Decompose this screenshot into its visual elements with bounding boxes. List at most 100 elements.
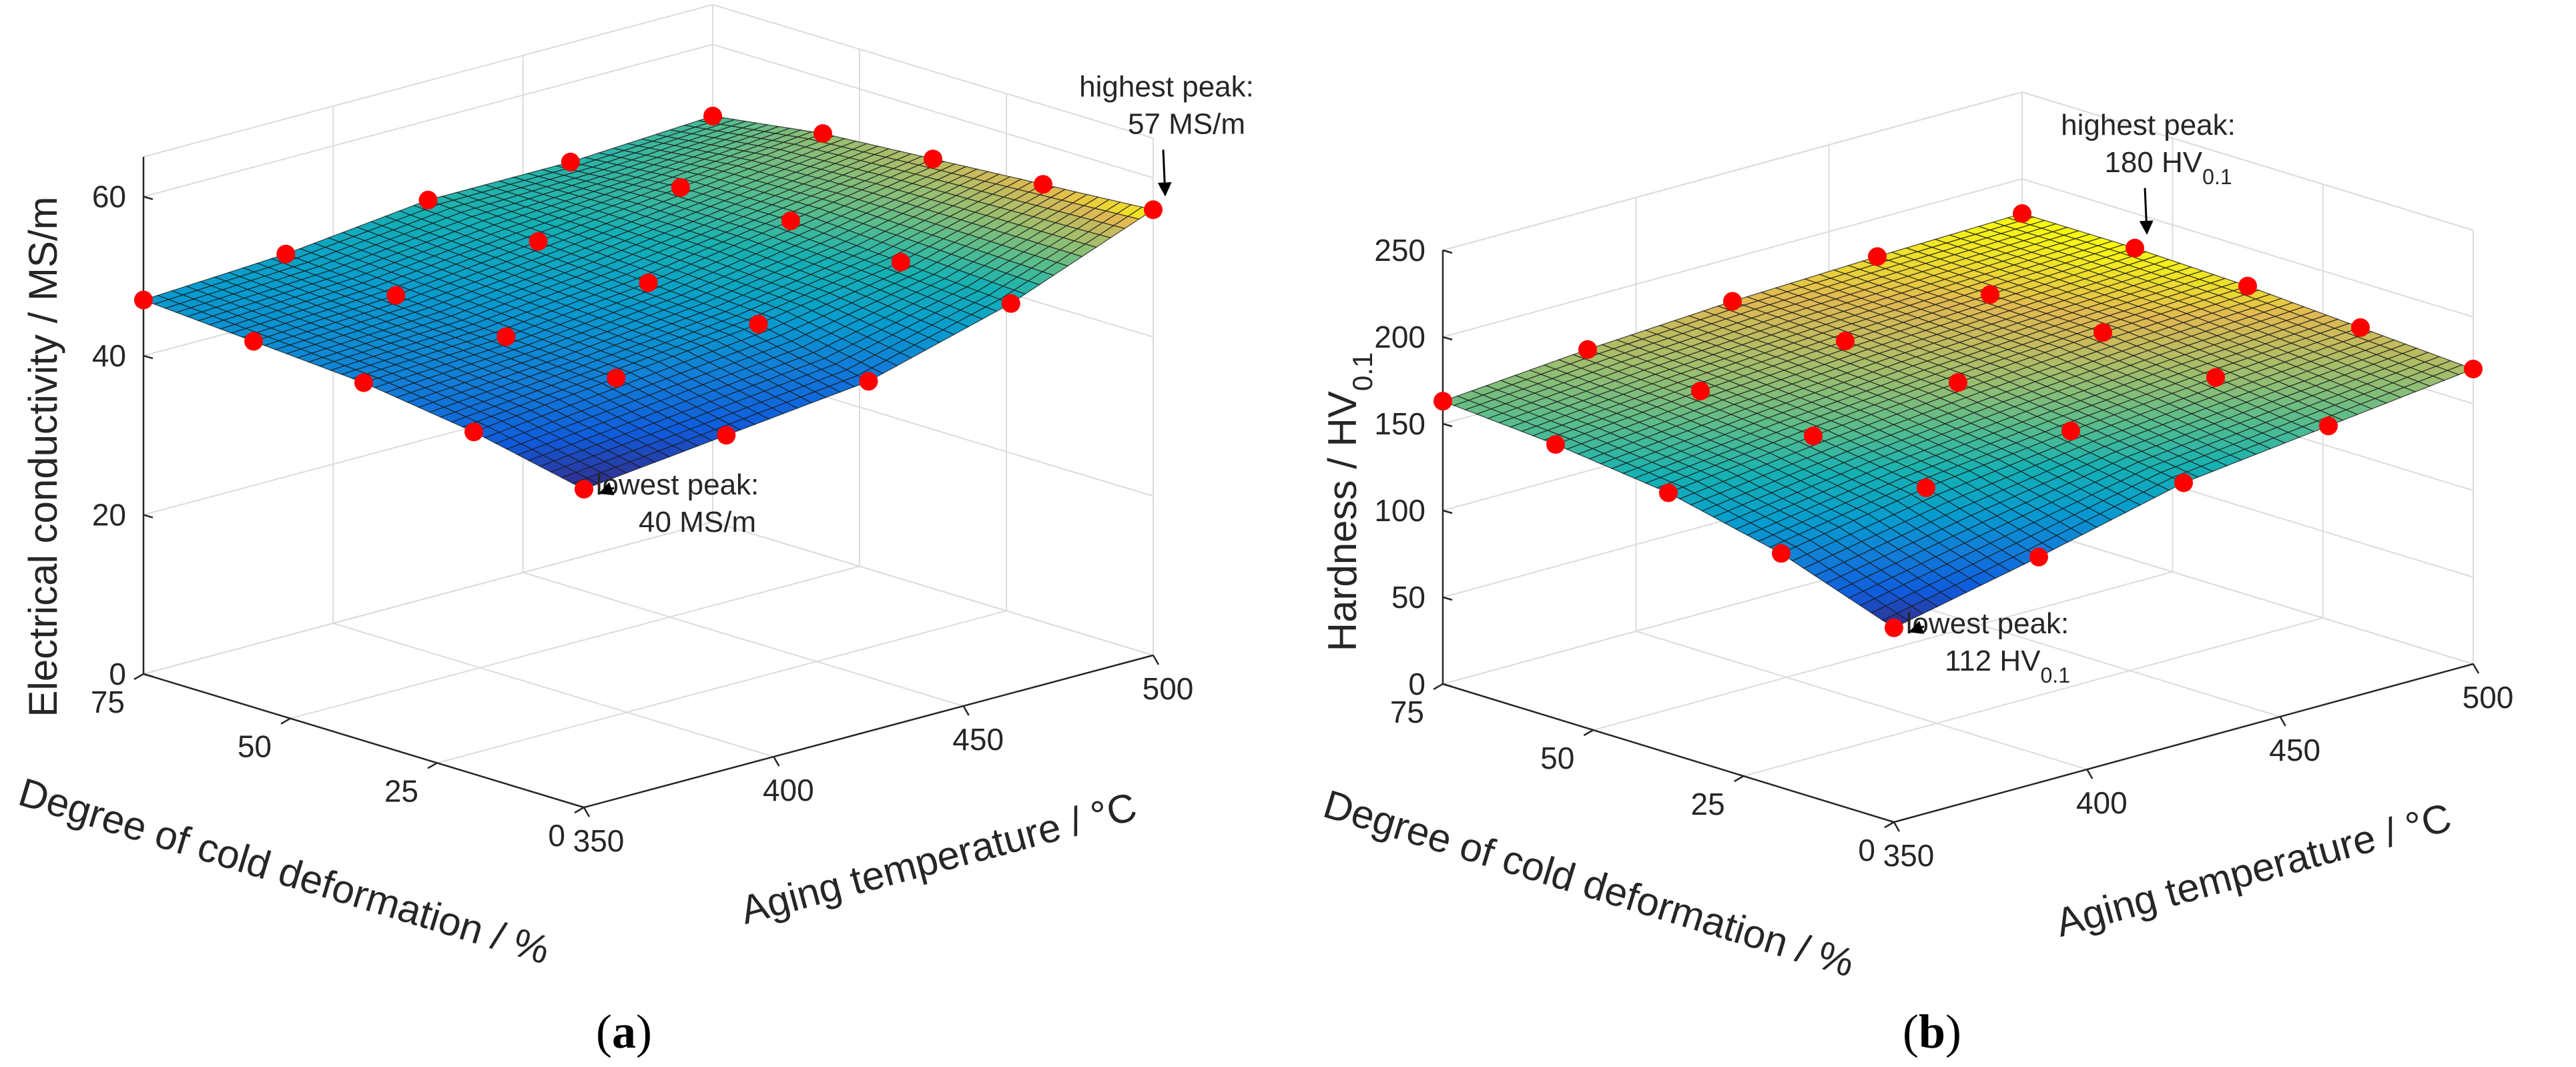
- b-data-point-0-2: [2174, 473, 2193, 492]
- a-data-point-2-2: [639, 273, 658, 292]
- b-y-tickmark-0: [1884, 821, 1895, 829]
- a-data-point-3-2: [529, 232, 548, 251]
- b-annotation-max-arrow: [2139, 188, 2154, 235]
- a-z-tickmark-3: [143, 196, 153, 200]
- a-grid-floor-x-2: [523, 572, 964, 707]
- a-y-axis-title: Degree of cold deformation / %: [14, 769, 555, 973]
- a-annotation-max-label: highest peak:: [1079, 70, 1254, 103]
- b-data-point-1-2: [2061, 421, 2080, 440]
- b-data-point-4-4: [2013, 204, 2031, 223]
- b-data-point-3-2: [1836, 332, 1855, 351]
- b-data-point-0-4: [2464, 360, 2483, 378]
- b-data-point-0-0: [1885, 618, 1903, 637]
- b-data-point-3-1: [1691, 381, 1710, 400]
- panel-b-surface: [1441, 213, 2475, 629]
- a-y-tickmark-3: [133, 673, 144, 681]
- a-data-point-4-2: [418, 190, 438, 210]
- a-data-point-1-2: [749, 314, 768, 334]
- b-z-tickmark-2: [1442, 509, 1453, 514]
- b-data-point-0-1: [2029, 547, 2048, 567]
- b-y-tick-label-0: 0: [1858, 833, 1875, 867]
- a-data-point-3-3: [671, 177, 690, 197]
- a-grid-floor-y-1: [436, 610, 1007, 764]
- a-grid-z-0: [143, 520, 1154, 675]
- b-annotation-min: lowest peak: 112 HV0.1: [1906, 607, 2070, 687]
- b-data-point-0-3: [2319, 416, 2338, 436]
- a-x-tickmark-2: [962, 705, 970, 716]
- a-x-tick-label-3: 500: [1143, 671, 1194, 706]
- a-annotation-max-arrow: [1157, 149, 1172, 197]
- a-data-point-0-4: [1144, 200, 1163, 220]
- b-z-tick-label-0: 0: [1408, 667, 1425, 701]
- a-data-point-0-0: [575, 480, 593, 499]
- b-z-tick-label-3: 150: [1374, 406, 1425, 441]
- b-y-tickmark-2: [1583, 729, 1594, 737]
- a-z-tickmark-1: [143, 514, 153, 518]
- b-x-tickmark-1: [2086, 769, 2094, 779]
- a-z-tick-label-1: 20: [92, 498, 126, 532]
- a-z-tickmark-0: [143, 673, 153, 678]
- b-data-point-4-1: [1578, 340, 1597, 359]
- a-y-tickmark-2: [280, 717, 291, 725]
- b-y-tick-label-2: 50: [1540, 741, 1574, 775]
- b-data-point-1-0: [1772, 544, 1791, 563]
- b-z-axis-title: Hardness / HV0.1: [1320, 352, 1378, 652]
- b-y-tickmark-3: [1433, 683, 1443, 691]
- a-y-tick-label-2: 50: [238, 729, 272, 764]
- b-z-tick-label-5: 250: [1374, 233, 1425, 268]
- b-data-point-2-2: [1949, 373, 1967, 392]
- a-data-point-1-4: [1034, 175, 1052, 194]
- a-x-tickmark-1: [773, 756, 780, 767]
- a-z-tick-label-2: 40: [92, 338, 126, 373]
- a-annotation-min-value: 40 MS/m: [639, 506, 756, 539]
- a-grid-floor-x-1: [333, 623, 774, 757]
- b-data-point-2-4: [2238, 276, 2257, 296]
- b-data-point-2-1: [1804, 426, 1823, 446]
- b-z-tickmark-4: [1442, 336, 1453, 341]
- b-data-point-2-3: [2094, 323, 2112, 342]
- a-data-point-1-3: [891, 252, 910, 272]
- b-y-tickmark-1: [1734, 775, 1744, 783]
- a-data-point-0-1: [717, 426, 736, 445]
- b-z-tick-label-1: 50: [1391, 580, 1425, 615]
- a-box-top-back-right: [712, 4, 1154, 139]
- a-data-point-0-3: [1001, 294, 1020, 313]
- caption-b: (b): [1903, 1005, 1961, 1058]
- a-annotation-max-value: 57 MS/m: [1128, 107, 1245, 140]
- a-x-tick-label-1: 400: [763, 773, 814, 807]
- caption-a: (a): [596, 1005, 652, 1058]
- b-x-tick-label-0: 350: [1883, 838, 1935, 873]
- b-x-tickmark-0: [1893, 821, 1901, 832]
- panel-a-surface: [142, 115, 1155, 490]
- a-x-tickmark-3: [1152, 655, 1160, 665]
- b-data-point-1-1: [1917, 478, 1935, 497]
- a-grid-floor-y-2: [290, 565, 860, 719]
- b-annotation-min-label: lowest peak:: [1906, 607, 2069, 640]
- a-grid-z-3: [143, 43, 1154, 198]
- a-z-tickmark-2: [143, 354, 153, 360]
- b-y-tick-label-1: 25: [1690, 787, 1724, 821]
- a-data-point-3-1: [386, 286, 406, 305]
- a-y-tick-label-0: 0: [548, 818, 565, 853]
- a-annotation-min: lowest peak: 40 MS/m: [596, 468, 759, 539]
- b-x-tick-label-2: 450: [2269, 733, 2320, 767]
- b-grid-z-5: [1442, 91, 2474, 251]
- a-z-axis-title: Electrical conductivity / MS/m: [21, 196, 65, 717]
- a-x-axis-line: [583, 654, 1154, 809]
- panel-b-hardness: 3504004505000255075050100150200250Aging …: [1319, 91, 2513, 986]
- b-box-top-back-left: [1442, 91, 2023, 251]
- b-z-tickmark-1: [1442, 596, 1453, 601]
- b-data-point-1-4: [2351, 318, 2370, 337]
- b-data-point-3-4: [2126, 238, 2144, 258]
- b-y-axis-title: Degree of cold deformation / %: [1319, 781, 1860, 986]
- a-data-point-4-3: [561, 152, 580, 171]
- a-z-tick-label-0: 0: [109, 657, 126, 691]
- b-data-point-2-0: [1659, 483, 1678, 502]
- a-annotation-max: highest peak: 57 MS/m: [1079, 70, 1254, 197]
- a-x-tickmark-0: [583, 807, 591, 817]
- a-z-tick-label-3: 60: [92, 180, 126, 214]
- a-data-point-2-1: [497, 327, 516, 346]
- b-data-point-1-3: [2206, 368, 2225, 387]
- b-z-tick-label-2: 100: [1374, 493, 1425, 528]
- b-data-point-3-3: [1981, 285, 1999, 304]
